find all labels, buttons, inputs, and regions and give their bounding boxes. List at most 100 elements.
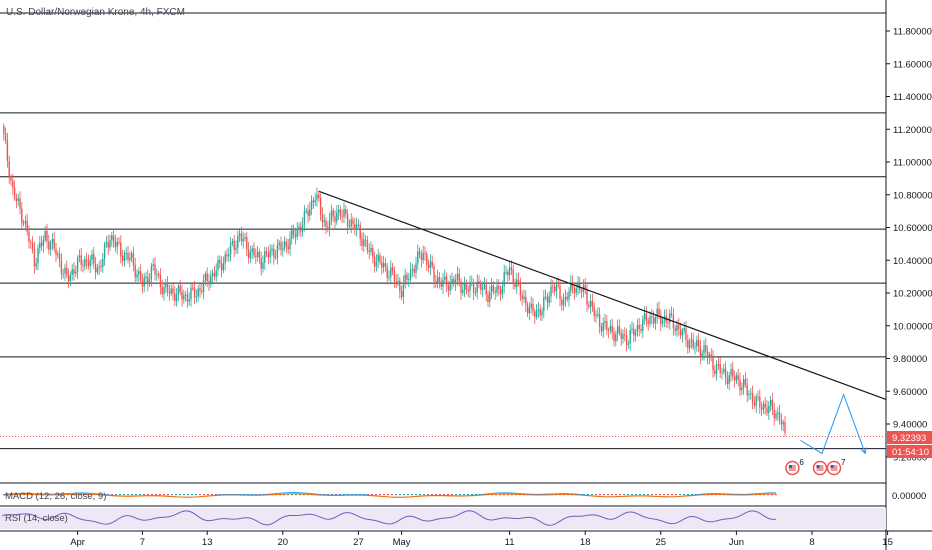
candle-body [172, 288, 174, 294]
candle-body [224, 254, 226, 264]
candle-body [588, 304, 590, 307]
candle-body [130, 253, 133, 258]
candle-body [274, 257, 277, 259]
candle-body [674, 328, 676, 331]
candle-body [541, 311, 543, 316]
macd-histogram-bar [163, 494, 165, 496]
projection-layer [800, 393, 867, 455]
candle-body [501, 285, 504, 295]
macd-histogram-bar [775, 494, 777, 496]
candle-body [217, 259, 219, 271]
candle-body [298, 226, 300, 229]
candle-body [327, 227, 329, 230]
candle-body [616, 326, 619, 335]
candle-body [528, 307, 531, 314]
candle-body [69, 275, 72, 282]
candle-body [147, 276, 149, 285]
candle-body [346, 214, 349, 227]
candle-body [681, 330, 684, 336]
flag-canton [830, 465, 834, 468]
candle-body [6, 140, 9, 161]
macd-histogram-bar [647, 494, 649, 496]
macd-histogram-bar [651, 494, 653, 496]
candle-body [375, 261, 378, 267]
candle-body [568, 291, 570, 300]
candle-body [557, 284, 559, 286]
candle-body [26, 221, 28, 232]
time-tick-label: 13 [202, 537, 213, 548]
candle-body [598, 314, 601, 327]
candle-body [717, 364, 720, 366]
candle-body [498, 285, 500, 290]
projection-arrowhead [860, 447, 867, 455]
macd-histogram-bar [671, 494, 673, 496]
macd-histogram-bar [595, 494, 597, 496]
candle-body [258, 251, 261, 258]
candle-body [373, 256, 376, 267]
candle-body [465, 283, 468, 290]
candle-body [309, 209, 311, 216]
macd-histogram-bar [603, 494, 605, 496]
candle-body [120, 242, 122, 257]
candle-body [289, 238, 291, 250]
macd-histogram-bar [459, 494, 461, 496]
macd-histogram-bar [135, 494, 137, 496]
candle-body [114, 241, 117, 248]
candle-body [51, 239, 54, 244]
candle-body [80, 255, 82, 265]
candle-body [220, 263, 223, 271]
candle-body [291, 229, 293, 239]
candle-body [732, 368, 734, 377]
candle-body [222, 263, 225, 271]
candle-body [388, 276, 390, 278]
macd-histogram-bar [115, 494, 117, 496]
candle-body [679, 328, 682, 336]
candle-body [330, 210, 333, 221]
macd-histogram-bar [407, 494, 409, 496]
candle-body [660, 314, 662, 324]
candle-body [460, 281, 462, 293]
candle-body [748, 393, 750, 396]
time-tick-label: 25 [656, 537, 667, 548]
candle-body [39, 242, 41, 249]
candle-body [453, 279, 455, 284]
price-axis[interactable]: 11.80000 11.60000 11.40000 11.20000 11.00000… [886, 27, 932, 464]
candle-body [141, 280, 144, 287]
candle-body [705, 345, 707, 352]
candle-body [336, 212, 338, 222]
candle-body [778, 412, 781, 420]
macd-histogram-bar [507, 494, 509, 496]
macd-histogram-bar [679, 494, 681, 496]
candle-body [255, 255, 257, 258]
candle-body [402, 282, 405, 298]
candle-body [458, 273, 460, 282]
macd-histogram-bar [331, 494, 333, 496]
candle-body [62, 273, 64, 275]
candle-body [345, 209, 347, 215]
time-axis[interactable]: Apr 7 13 20 27 May 11 18 25 Jun 8 15 [70, 531, 893, 548]
candle-body [235, 247, 237, 250]
candle-body [636, 325, 639, 332]
candle-body [751, 393, 754, 403]
macd-histogram-bar [283, 494, 285, 496]
candle-body [433, 266, 435, 282]
candle-body [237, 235, 239, 248]
candle-body [10, 177, 12, 181]
candle-body [24, 221, 27, 224]
candle-body [658, 308, 660, 315]
candle-body [548, 296, 550, 303]
candle-body [539, 309, 541, 316]
horizontal-levels [0, 12, 886, 450]
candle-body [179, 285, 181, 292]
macd-histogram-bar [211, 494, 213, 496]
candle-body [629, 330, 631, 344]
macd-histogram-bar [83, 494, 85, 496]
macd-histogram-bar [683, 494, 685, 496]
candle-body [190, 287, 192, 300]
macd-histogram-bar [439, 494, 441, 496]
candle-body [82, 264, 84, 267]
candle-body [699, 346, 702, 358]
